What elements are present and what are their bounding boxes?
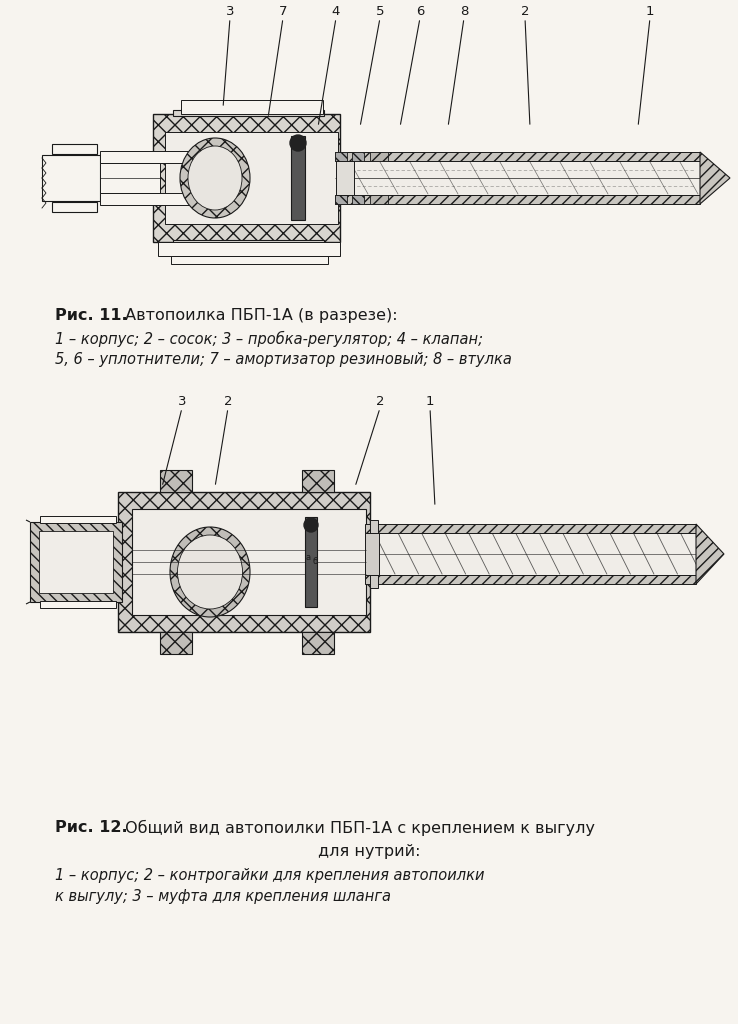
Text: 3: 3 [226, 5, 234, 18]
Bar [352, 152, 364, 161]
Bar [365, 534, 379, 575]
Text: Общий вид автопоилки ПБП-1А с креплением к выгулу: Общий вид автопоилки ПБП-1А с креплением… [120, 820, 595, 837]
Text: к выгулу; 3 – муфта для крепления шланга: к выгулу; 3 – муфта для крепления шланга [55, 889, 391, 904]
Text: 1 – корпус; 2 – сосок; 3 – пробка-регулятор; 4 – клапан;: 1 – корпус; 2 – сосок; 3 – пробка-регуля… [55, 331, 483, 347]
Bar [305, 517, 317, 607]
Text: 3: 3 [178, 395, 186, 408]
Ellipse shape [188, 146, 242, 210]
Bar [52, 144, 97, 154]
Bar [132, 509, 366, 615]
Bar [118, 492, 370, 632]
Bar [160, 632, 192, 654]
Bar [30, 522, 122, 602]
Bar [365, 534, 696, 575]
Text: 5: 5 [376, 5, 384, 18]
Bar [100, 193, 200, 205]
Bar [100, 163, 160, 193]
Text: для нутрий:: для нутрий: [318, 844, 420, 859]
Bar [365, 524, 696, 534]
Bar [40, 516, 116, 523]
Bar [335, 161, 700, 195]
Bar [173, 110, 324, 116]
Bar [302, 632, 334, 654]
Text: 1: 1 [646, 5, 655, 18]
Text: 1 – корпус; 2 – контрогайки для крепления автопоилки: 1 – корпус; 2 – контрогайки для креплени… [55, 868, 485, 883]
Bar [335, 152, 347, 161]
Bar [165, 132, 338, 224]
Text: 6: 6 [415, 5, 424, 18]
Bar [335, 195, 700, 204]
Text: 7: 7 [279, 5, 287, 18]
Bar [370, 575, 378, 588]
Text: a: a [306, 554, 311, 562]
Bar [370, 195, 388, 204]
Text: 5, 6 – уплотнители; 7 – амортизатор резиновый; 8 – втулка: 5, 6 – уплотнители; 7 – амортизатор рези… [55, 352, 512, 367]
Bar [352, 195, 364, 204]
Bar [302, 470, 334, 492]
Bar [40, 601, 116, 608]
Text: б: б [312, 557, 317, 566]
Bar [335, 195, 347, 204]
Text: Рис. 12.: Рис. 12. [55, 820, 128, 835]
Ellipse shape [180, 138, 250, 218]
Bar [52, 202, 97, 212]
Text: 8: 8 [460, 5, 468, 18]
Bar [100, 151, 200, 163]
Bar [336, 161, 354, 195]
Bar [153, 114, 340, 242]
Ellipse shape [170, 527, 250, 617]
Circle shape [304, 518, 318, 532]
Circle shape [290, 135, 306, 151]
Text: Рис. 11.: Рис. 11. [55, 308, 128, 323]
Bar [160, 470, 192, 492]
Bar [181, 100, 323, 114]
Bar [370, 520, 378, 534]
Text: 2: 2 [224, 395, 232, 408]
Text: 1: 1 [426, 395, 434, 408]
Bar [39, 531, 113, 593]
Bar [173, 240, 324, 246]
Bar [365, 575, 696, 584]
Bar [335, 152, 700, 161]
Polygon shape [700, 152, 730, 204]
Bar [291, 136, 305, 220]
Bar [158, 242, 340, 256]
Bar [171, 256, 328, 264]
Bar [370, 152, 388, 161]
Bar [42, 155, 100, 201]
Text: 4: 4 [332, 5, 340, 18]
Text: Автопоилка ПБП-1А (в разрезе):: Автопоилка ПБП-1А (в разрезе): [120, 308, 398, 323]
Polygon shape [696, 524, 724, 584]
Ellipse shape [178, 535, 243, 609]
Text: 2: 2 [521, 5, 529, 18]
Text: 2: 2 [376, 395, 384, 408]
